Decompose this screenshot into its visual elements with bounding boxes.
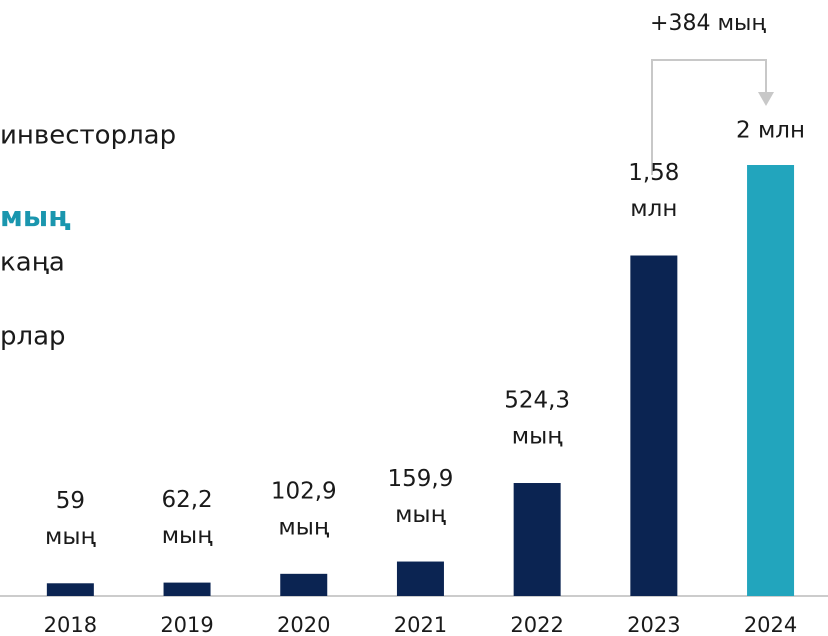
value-label: мың bbox=[45, 524, 97, 550]
value-label: 1,58 bbox=[628, 160, 679, 186]
value-label: млн bbox=[630, 196, 677, 222]
value-label: мың bbox=[395, 502, 447, 528]
value-label: мың bbox=[512, 424, 564, 450]
value-label: 102,9 bbox=[271, 478, 337, 504]
x-tick-label: 2022 bbox=[510, 613, 563, 636]
bracket bbox=[651, 59, 767, 175]
value-label: 524,3 bbox=[504, 388, 570, 414]
x-tick-label: 2020 bbox=[277, 613, 330, 636]
value-label: 62,2 bbox=[161, 487, 212, 513]
x-tick-label: 2024 bbox=[744, 613, 797, 636]
side-text: инвесторлар bbox=[0, 121, 176, 151]
x-tick-label: 2021 bbox=[394, 613, 447, 636]
x-tick-label: 2019 bbox=[160, 613, 213, 636]
bar bbox=[747, 165, 795, 596]
side-text: рлар bbox=[0, 322, 66, 352]
side-text: каңа bbox=[0, 248, 65, 278]
bar bbox=[280, 573, 328, 596]
value-label: 159,9 bbox=[388, 466, 454, 492]
bar bbox=[513, 483, 561, 596]
value-label: 59 bbox=[56, 488, 85, 514]
value-label: 2 млн bbox=[736, 118, 805, 144]
bar bbox=[630, 255, 678, 596]
bar bbox=[396, 561, 444, 596]
value-label: мың bbox=[278, 514, 330, 540]
bar bbox=[163, 582, 211, 596]
bar bbox=[46, 583, 94, 596]
annotation: +384 мың bbox=[650, 11, 766, 36]
side-text: мың bbox=[0, 200, 71, 233]
arrow-head bbox=[758, 92, 774, 106]
x-tick-label: 2023 bbox=[627, 613, 680, 636]
x-tick-label: 2018 bbox=[44, 613, 97, 636]
value-label: мың bbox=[162, 523, 214, 549]
